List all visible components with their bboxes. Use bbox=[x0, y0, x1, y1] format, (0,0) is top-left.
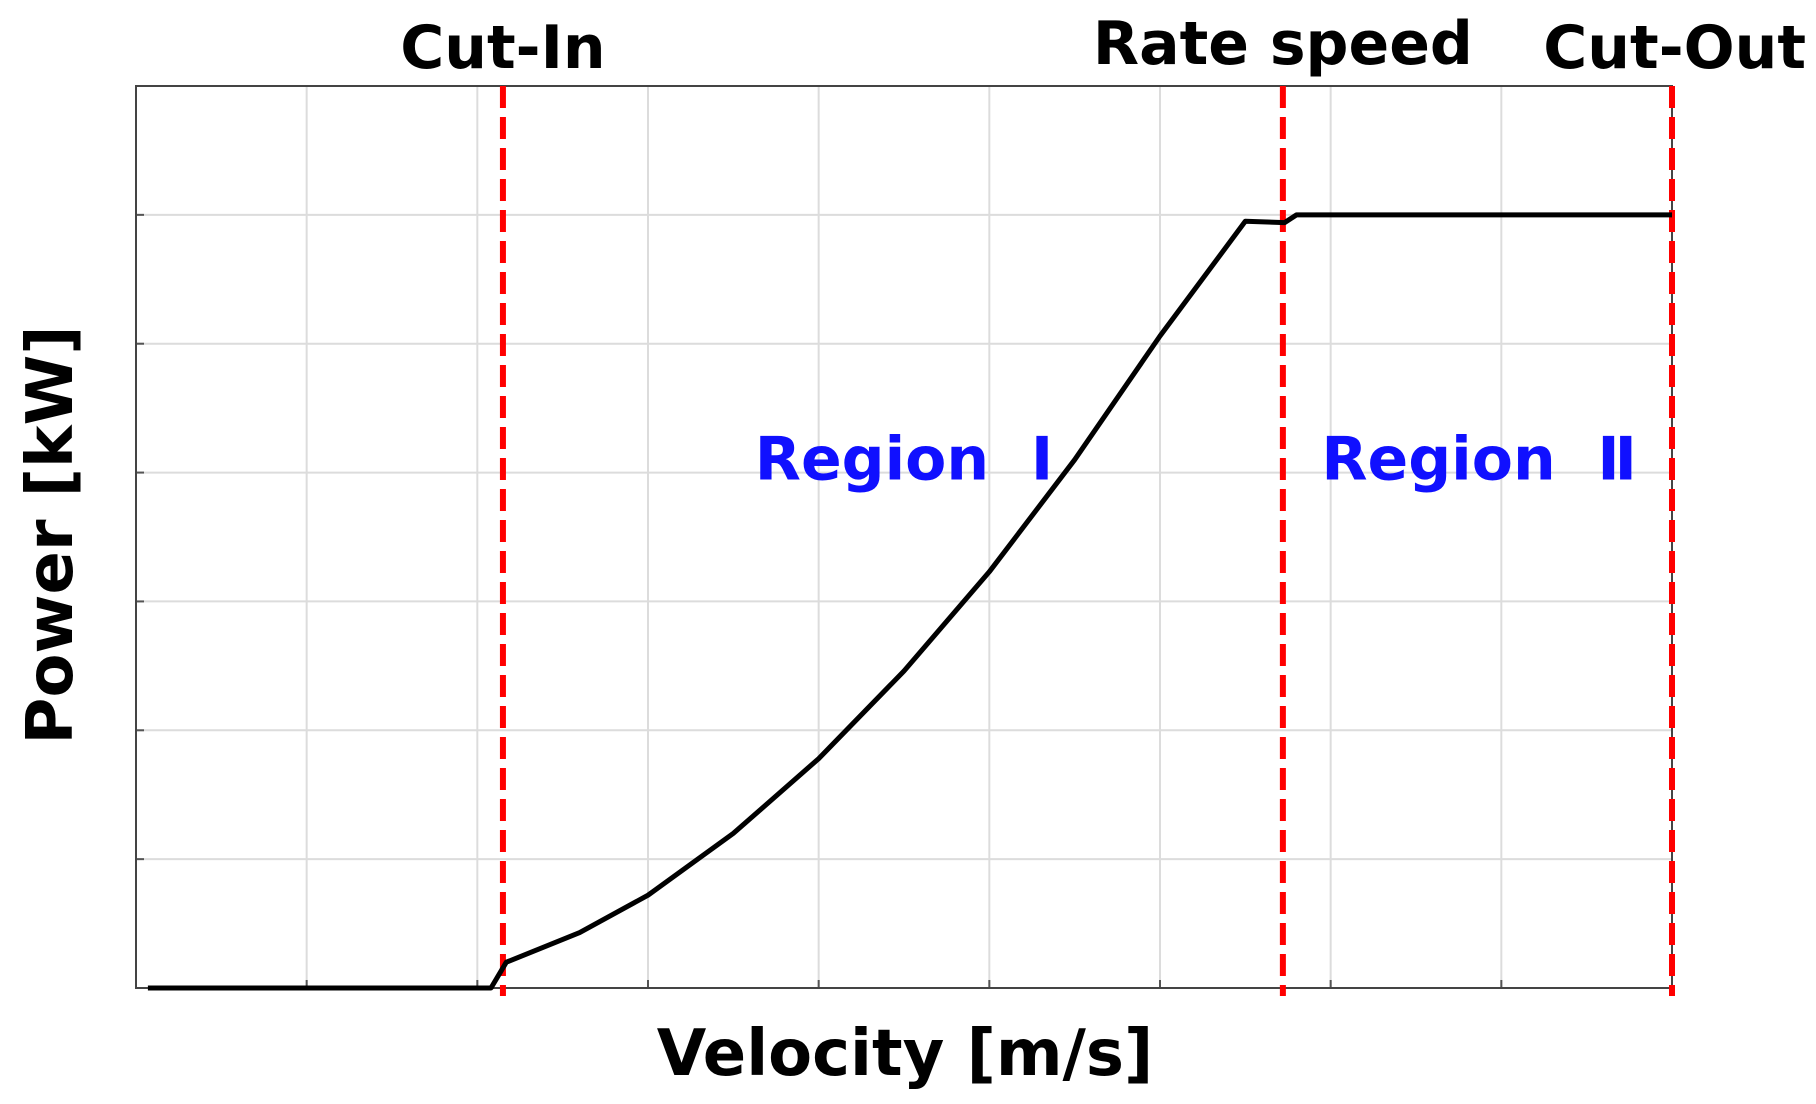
power-curve-line bbox=[147, 212, 1672, 991]
region-2-label: Region Ⅱ bbox=[1321, 425, 1637, 495]
marker-lines bbox=[499, 86, 1675, 996]
cut-out-label: Cut-Out bbox=[1543, 13, 1806, 83]
region-1-label: Region Ⅰ bbox=[755, 425, 1053, 495]
x-axis-label: Velocity [m/s] bbox=[657, 1017, 1153, 1091]
rate-speed-label: Rate speed bbox=[1093, 9, 1473, 79]
y-axis-label: Power [kW] bbox=[14, 326, 88, 745]
cut-in-label: Cut-In bbox=[400, 13, 605, 83]
plot-frame bbox=[135, 85, 1673, 989]
grid bbox=[135, 85, 1673, 989]
